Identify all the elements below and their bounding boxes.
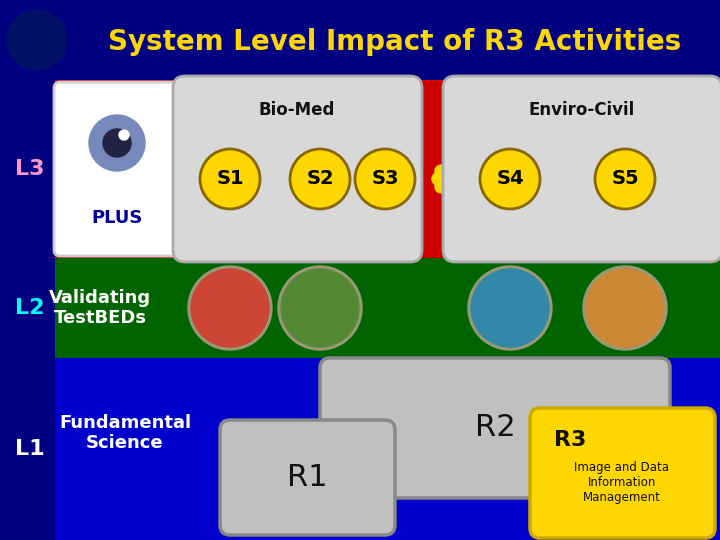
Text: S1: S1 [216, 170, 244, 188]
Text: S4: S4 [496, 170, 524, 188]
Text: PLUS: PLUS [91, 209, 143, 227]
Bar [55, 358, 720, 540]
Text: S5: S5 [611, 170, 639, 188]
Text: Validating
TestBEDs: Validating TestBEDs [49, 288, 151, 327]
Text: S2: S2 [306, 170, 334, 188]
Text: L3: L3 [15, 159, 45, 179]
Text: System Level Impact of R3 Activities: System Level Impact of R3 Activities [109, 28, 682, 56]
Circle shape [278, 266, 362, 350]
Text: R1: R1 [287, 462, 328, 491]
FancyBboxPatch shape [220, 420, 395, 535]
Circle shape [480, 149, 540, 209]
FancyBboxPatch shape [530, 408, 715, 538]
Circle shape [586, 269, 664, 347]
Text: L1: L1 [15, 439, 45, 459]
Text: Fundamental
Science: Fundamental Science [59, 414, 191, 453]
Circle shape [188, 266, 272, 350]
Circle shape [290, 149, 350, 209]
Circle shape [468, 266, 552, 350]
FancyBboxPatch shape [320, 358, 670, 498]
Text: Bio-Med: Bio-Med [258, 101, 336, 119]
Circle shape [595, 149, 655, 209]
Text: S3: S3 [372, 170, 399, 188]
Bar [55, 80, 720, 258]
FancyBboxPatch shape [443, 76, 720, 262]
Text: Image and Data
Information
Management: Image and Data Information Management [575, 462, 670, 504]
Text: Enviro-Civil: Enviro-Civil [529, 101, 635, 119]
Circle shape [583, 266, 667, 350]
Circle shape [89, 115, 145, 171]
Circle shape [119, 130, 129, 140]
Circle shape [103, 129, 131, 157]
Circle shape [471, 269, 549, 347]
Circle shape [281, 269, 359, 347]
Bar [55, 258, 720, 358]
Text: L2: L2 [15, 298, 45, 318]
Circle shape [355, 149, 415, 209]
FancyBboxPatch shape [54, 82, 181, 256]
Circle shape [191, 269, 269, 347]
Circle shape [7, 10, 67, 70]
Circle shape [200, 149, 260, 209]
Bar [0, 0, 720, 80]
Text: R2: R2 [474, 414, 516, 442]
FancyBboxPatch shape [173, 76, 422, 262]
Text: R3: R3 [554, 430, 586, 450]
Ellipse shape [70, 108, 164, 178]
